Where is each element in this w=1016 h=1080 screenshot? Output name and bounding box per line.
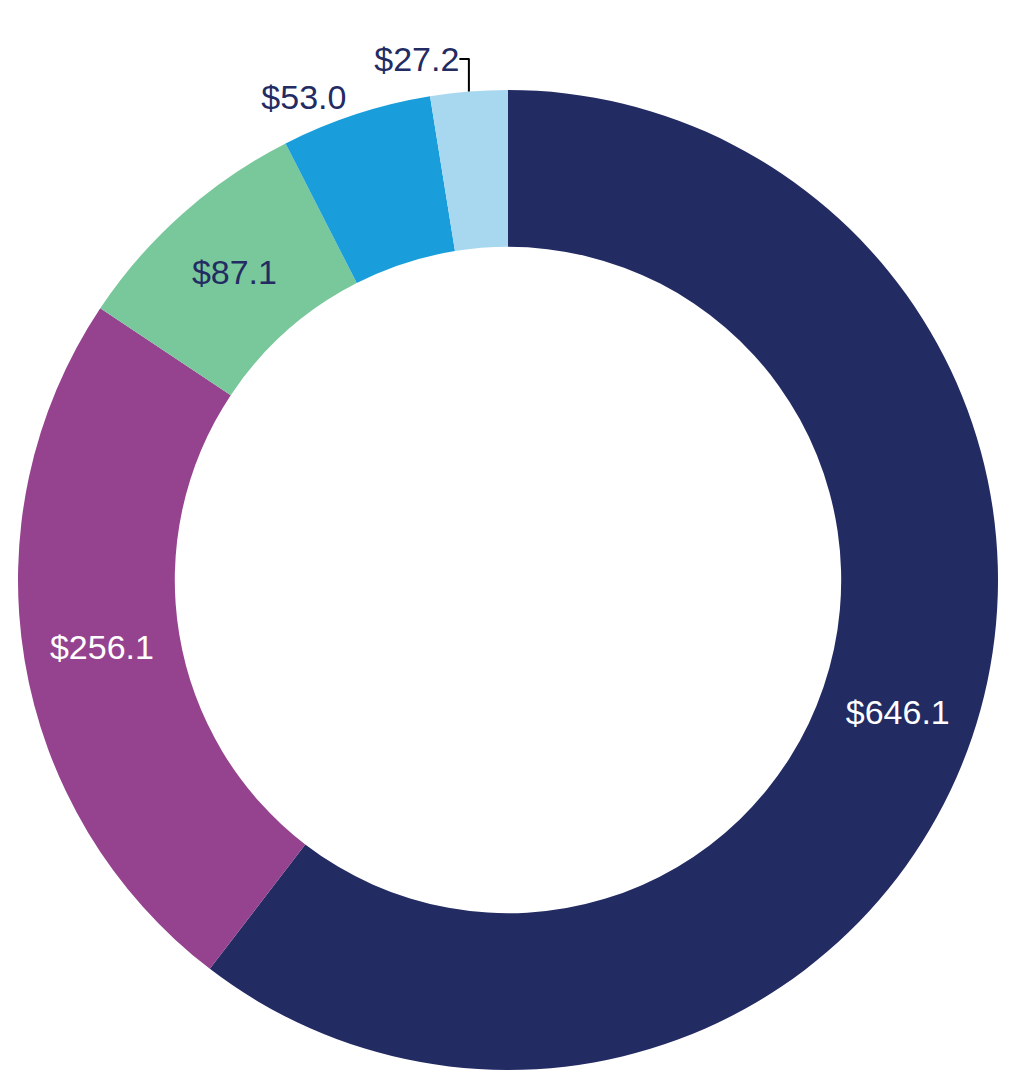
- svg-text:$256.1: $256.1: [50, 628, 154, 666]
- svg-text:$27.2: $27.2: [374, 40, 459, 78]
- svg-text:$87.1: $87.1: [192, 253, 277, 291]
- svg-text:$53.0: $53.0: [261, 78, 346, 116]
- svg-text:$646.1: $646.1: [846, 693, 950, 731]
